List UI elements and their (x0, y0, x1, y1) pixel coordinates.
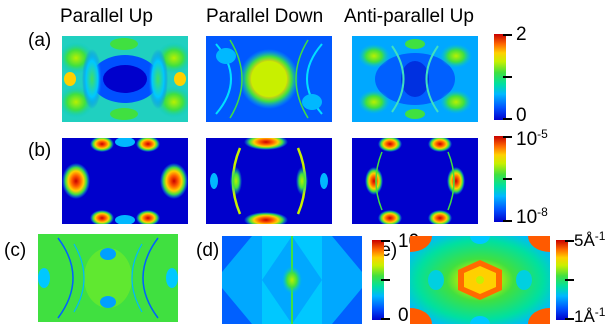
colorbar-b (494, 136, 506, 222)
map-d (222, 236, 362, 324)
colorbar-e-min-label: 1Å-1 (574, 305, 606, 326)
map-b-parallel-down (206, 138, 332, 224)
colorbar-b-max-exp: -5 (537, 127, 548, 141)
colorbar-e-min-base: 1Å (574, 307, 595, 326)
colorbar-d-tick-bottom (381, 318, 390, 320)
row-label-b: (b) (28, 140, 52, 161)
colorbar-e-max-base: 5Å (574, 231, 595, 250)
row-label-a: (a) (28, 30, 52, 51)
colorbar-a (494, 34, 506, 120)
colorbar-b-tick-bottom (503, 220, 512, 222)
colorbar-d-tick-top (381, 240, 390, 242)
colorbar-d-min-label: 0 (398, 305, 409, 326)
map-b-antiparallel-up (352, 138, 478, 224)
colorbar-e-tick-mid (565, 279, 574, 281)
colorbar-e-max-exp: -1 (594, 229, 606, 243)
colorbar-b-max-label: 10-5 (516, 127, 548, 150)
map-e (410, 236, 550, 324)
colorbar-e-max-label: 5Å-1 (574, 229, 606, 250)
colorbar-e-tick-top (565, 240, 574, 242)
colorbar-d-tick-mid (381, 279, 390, 281)
colorbar-a-tick-mid (503, 76, 512, 78)
colorbar-b-tick-top (503, 136, 512, 138)
column-title-parallel-up: Parallel Up (60, 6, 153, 27)
colorbar-e-min-exp: -1 (594, 305, 606, 319)
row-label-d: (d) (196, 240, 220, 261)
map-a-antiparallel-up (352, 36, 478, 122)
colorbar-a-min-label: 0 (516, 105, 527, 126)
colorbar-a-tick-top (503, 34, 512, 36)
colorbar-a-max-label: 2 (516, 24, 527, 45)
colorbar-b-min-base: 10 (516, 207, 538, 228)
colorbar-b-min-label: 10-8 (516, 205, 548, 228)
map-a-parallel-down (206, 36, 332, 122)
row-label-c: (c) (4, 240, 27, 261)
map-b-parallel-up (62, 138, 188, 224)
column-title-antiparallel-up: Anti-parallel Up (344, 6, 474, 27)
colorbar-e-tick-bottom (565, 318, 574, 320)
colorbar-b-tick-mid (503, 178, 512, 180)
colorbar-b-min-exp: -8 (537, 205, 548, 219)
colorbar-d (372, 240, 384, 320)
map-a-parallel-up (62, 36, 188, 122)
column-title-parallel-down: Parallel Down (206, 6, 324, 27)
colorbar-b-max-base: 10 (516, 129, 538, 150)
map-c (38, 234, 178, 322)
colorbar-e (556, 240, 568, 320)
colorbar-a-tick-bottom (503, 118, 512, 120)
